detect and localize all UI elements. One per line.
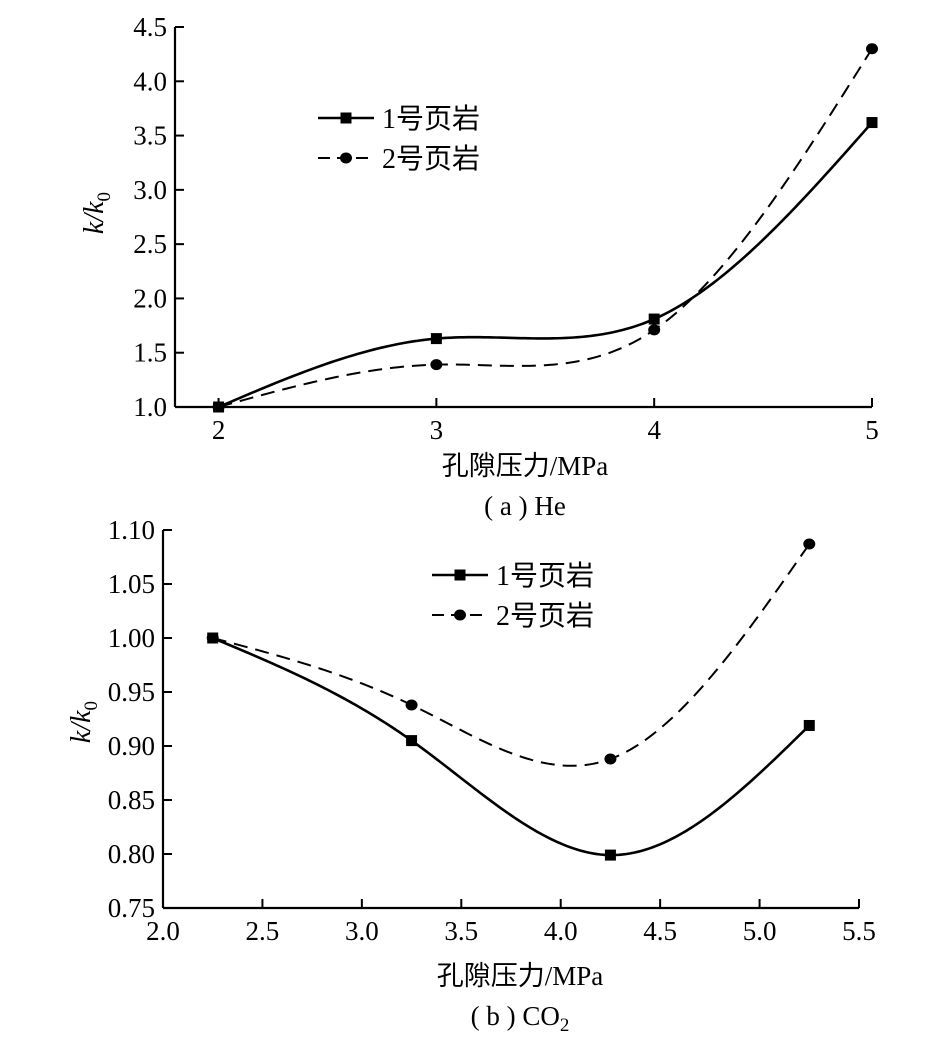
chart-b-series-1-line [212, 636, 811, 857]
chart-a-series-2-line [218, 48, 873, 408]
chart-a-legend-marker-1 [340, 112, 352, 124]
chart-a-y-tick-label: 2.5 [133, 229, 167, 259]
chart-a-y-axis-label-sub: 0 [94, 192, 115, 202]
chart-b-caption-main: ( b ) CO [471, 1001, 560, 1031]
chart-b-legend-label-2: 2号页岩 [496, 600, 594, 632]
chart-a-series-1-line [218, 121, 873, 409]
chart-b-x-tick-label: 2.0 [146, 916, 180, 946]
chart-b-y-tick-label: 1.00 [108, 623, 155, 653]
chart-a-curves [218, 48, 873, 409]
chart-a-axes [173, 27, 872, 409]
chart-a-series-1-point [648, 313, 660, 325]
chart-a: 1.0 1.5 2.0 2.5 3.0 3.5 4.0 4.5 2 3 4 5 1号页岩 2号页岩 孔… [79, 12, 879, 521]
chart-a-x-tick-label: 2 [212, 415, 226, 445]
chart-a-series-2-point [212, 401, 225, 413]
chart-b-legend-label-1: 1号页岩 [496, 560, 594, 592]
chart-b-series-2-line [212, 543, 811, 767]
chart-a-y-tick-label: 3.0 [133, 175, 167, 205]
chart-a-legend-marker-2 [340, 152, 352, 164]
chart-a-markers [212, 43, 878, 413]
chart-a-x-tick-label: 3 [430, 415, 444, 445]
chart-b-y-tick-label: 0.75 [108, 893, 155, 923]
chart-a-x-axis-label: 孔隙压力/MPa [442, 451, 609, 481]
chart-b-legend-marker-1 [454, 569, 466, 581]
chart-b-series-2-point [604, 753, 617, 765]
chart-b-y-tick-label: 0.95 [108, 677, 155, 707]
chart-b-y-tick-label: 0.85 [108, 785, 155, 815]
chart-b-x-tick-label: 5.0 [743, 916, 777, 946]
chart-b-caption: ( b ) CO2 [471, 1001, 570, 1036]
chart-b-caption-sub: 2 [560, 1015, 570, 1036]
chart-a-legend-label-1: 1号页岩 [382, 103, 480, 135]
chart-b-y-axis-label-sub: 0 [81, 701, 102, 711]
chart-b-x-axis-label: 孔隙压力/MPa [437, 961, 604, 991]
chart-b-markers [206, 538, 816, 861]
chart-b-series-1-point [604, 849, 616, 861]
chart-a-y-axis-label: k/k0 [79, 192, 115, 234]
chart-b-x-tick-label: 4.0 [544, 916, 578, 946]
chart-a-y-axis-label-main: k/k [79, 201, 110, 234]
chart-a-y-tick-label: 1.0 [133, 392, 167, 422]
chart-b-series-2-point [405, 699, 418, 711]
chart-b: 0.75 0.80 0.85 0.90 0.95 1.00 1.05 1.10 2.0 2.5 3… [66, 515, 876, 1036]
chart-b-y-axis-label-main: k/k [66, 710, 97, 743]
chart-b-legend-marker-2 [454, 609, 466, 621]
chart-a-y-ticks: 1.0 1.5 2.0 2.5 3.0 3.5 4.0 4.5 [133, 12, 184, 422]
chart-b-x-tick-label: 3.0 [345, 916, 379, 946]
chart-a-series-2-point [866, 43, 878, 55]
chart-a-caption: ( a ) He [484, 491, 566, 521]
chart-b-x-tick-label: 4.5 [643, 916, 677, 946]
chart-a-y-tick-label: 3.5 [133, 121, 167, 151]
chart-b-x-tick-label: 2.5 [246, 916, 280, 946]
chart-a-y-tick-label: 1.5 [133, 338, 167, 368]
chart-a-legend: 1号页岩 2号页岩 [318, 103, 480, 175]
chart-b-curves [212, 543, 811, 857]
chart-a-y-tick-label: 2.0 [133, 283, 167, 313]
chart-b-series-1-point [803, 719, 815, 731]
chart-b-y-axis-label: k/k0 [66, 701, 102, 743]
chart-a-legend-label-2: 2号页岩 [382, 143, 480, 175]
chart-b-x-tick-label: 3.5 [444, 916, 478, 946]
chart-b-y-ticks: 0.75 0.80 0.85 0.90 0.95 1.00 1.05 1.10 [108, 515, 172, 923]
chart-b-y-tick-label: 1.05 [108, 569, 155, 599]
chart-a-series-2-point [648, 324, 661, 336]
chart-b-legend: 1号页岩 2号页岩 [432, 560, 594, 632]
chart-a-y-tick-label: 4.5 [133, 12, 167, 42]
chart-a-series-1-point [866, 117, 878, 129]
chart-b-x-ticks: 2.0 2.5 3.0 3.5 4.0 4.5 5.0 5.5 [146, 899, 876, 946]
chart-a-x-ticks: 2 3 4 5 [212, 398, 879, 445]
chart-a-series-2-point [430, 359, 443, 371]
chart-b-y-tick-label: 0.80 [108, 839, 155, 869]
chart-b-x-tick-label: 5.5 [842, 916, 876, 946]
chart-b-axes [161, 530, 859, 910]
chart-a-series-1-point [430, 333, 442, 345]
chart-b-series-1-point [406, 735, 418, 747]
chart-b-y-tick-label: 0.90 [108, 731, 155, 761]
chart-a-x-tick-label: 5 [865, 415, 879, 445]
chart-b-series-2-point [803, 538, 816, 550]
chart-a-y-tick-label: 4.0 [133, 66, 167, 96]
chart-a-x-tick-label: 4 [647, 415, 661, 445]
chart-b-y-tick-label: 1.10 [108, 515, 155, 545]
chart-b-series-2-point [206, 632, 219, 644]
